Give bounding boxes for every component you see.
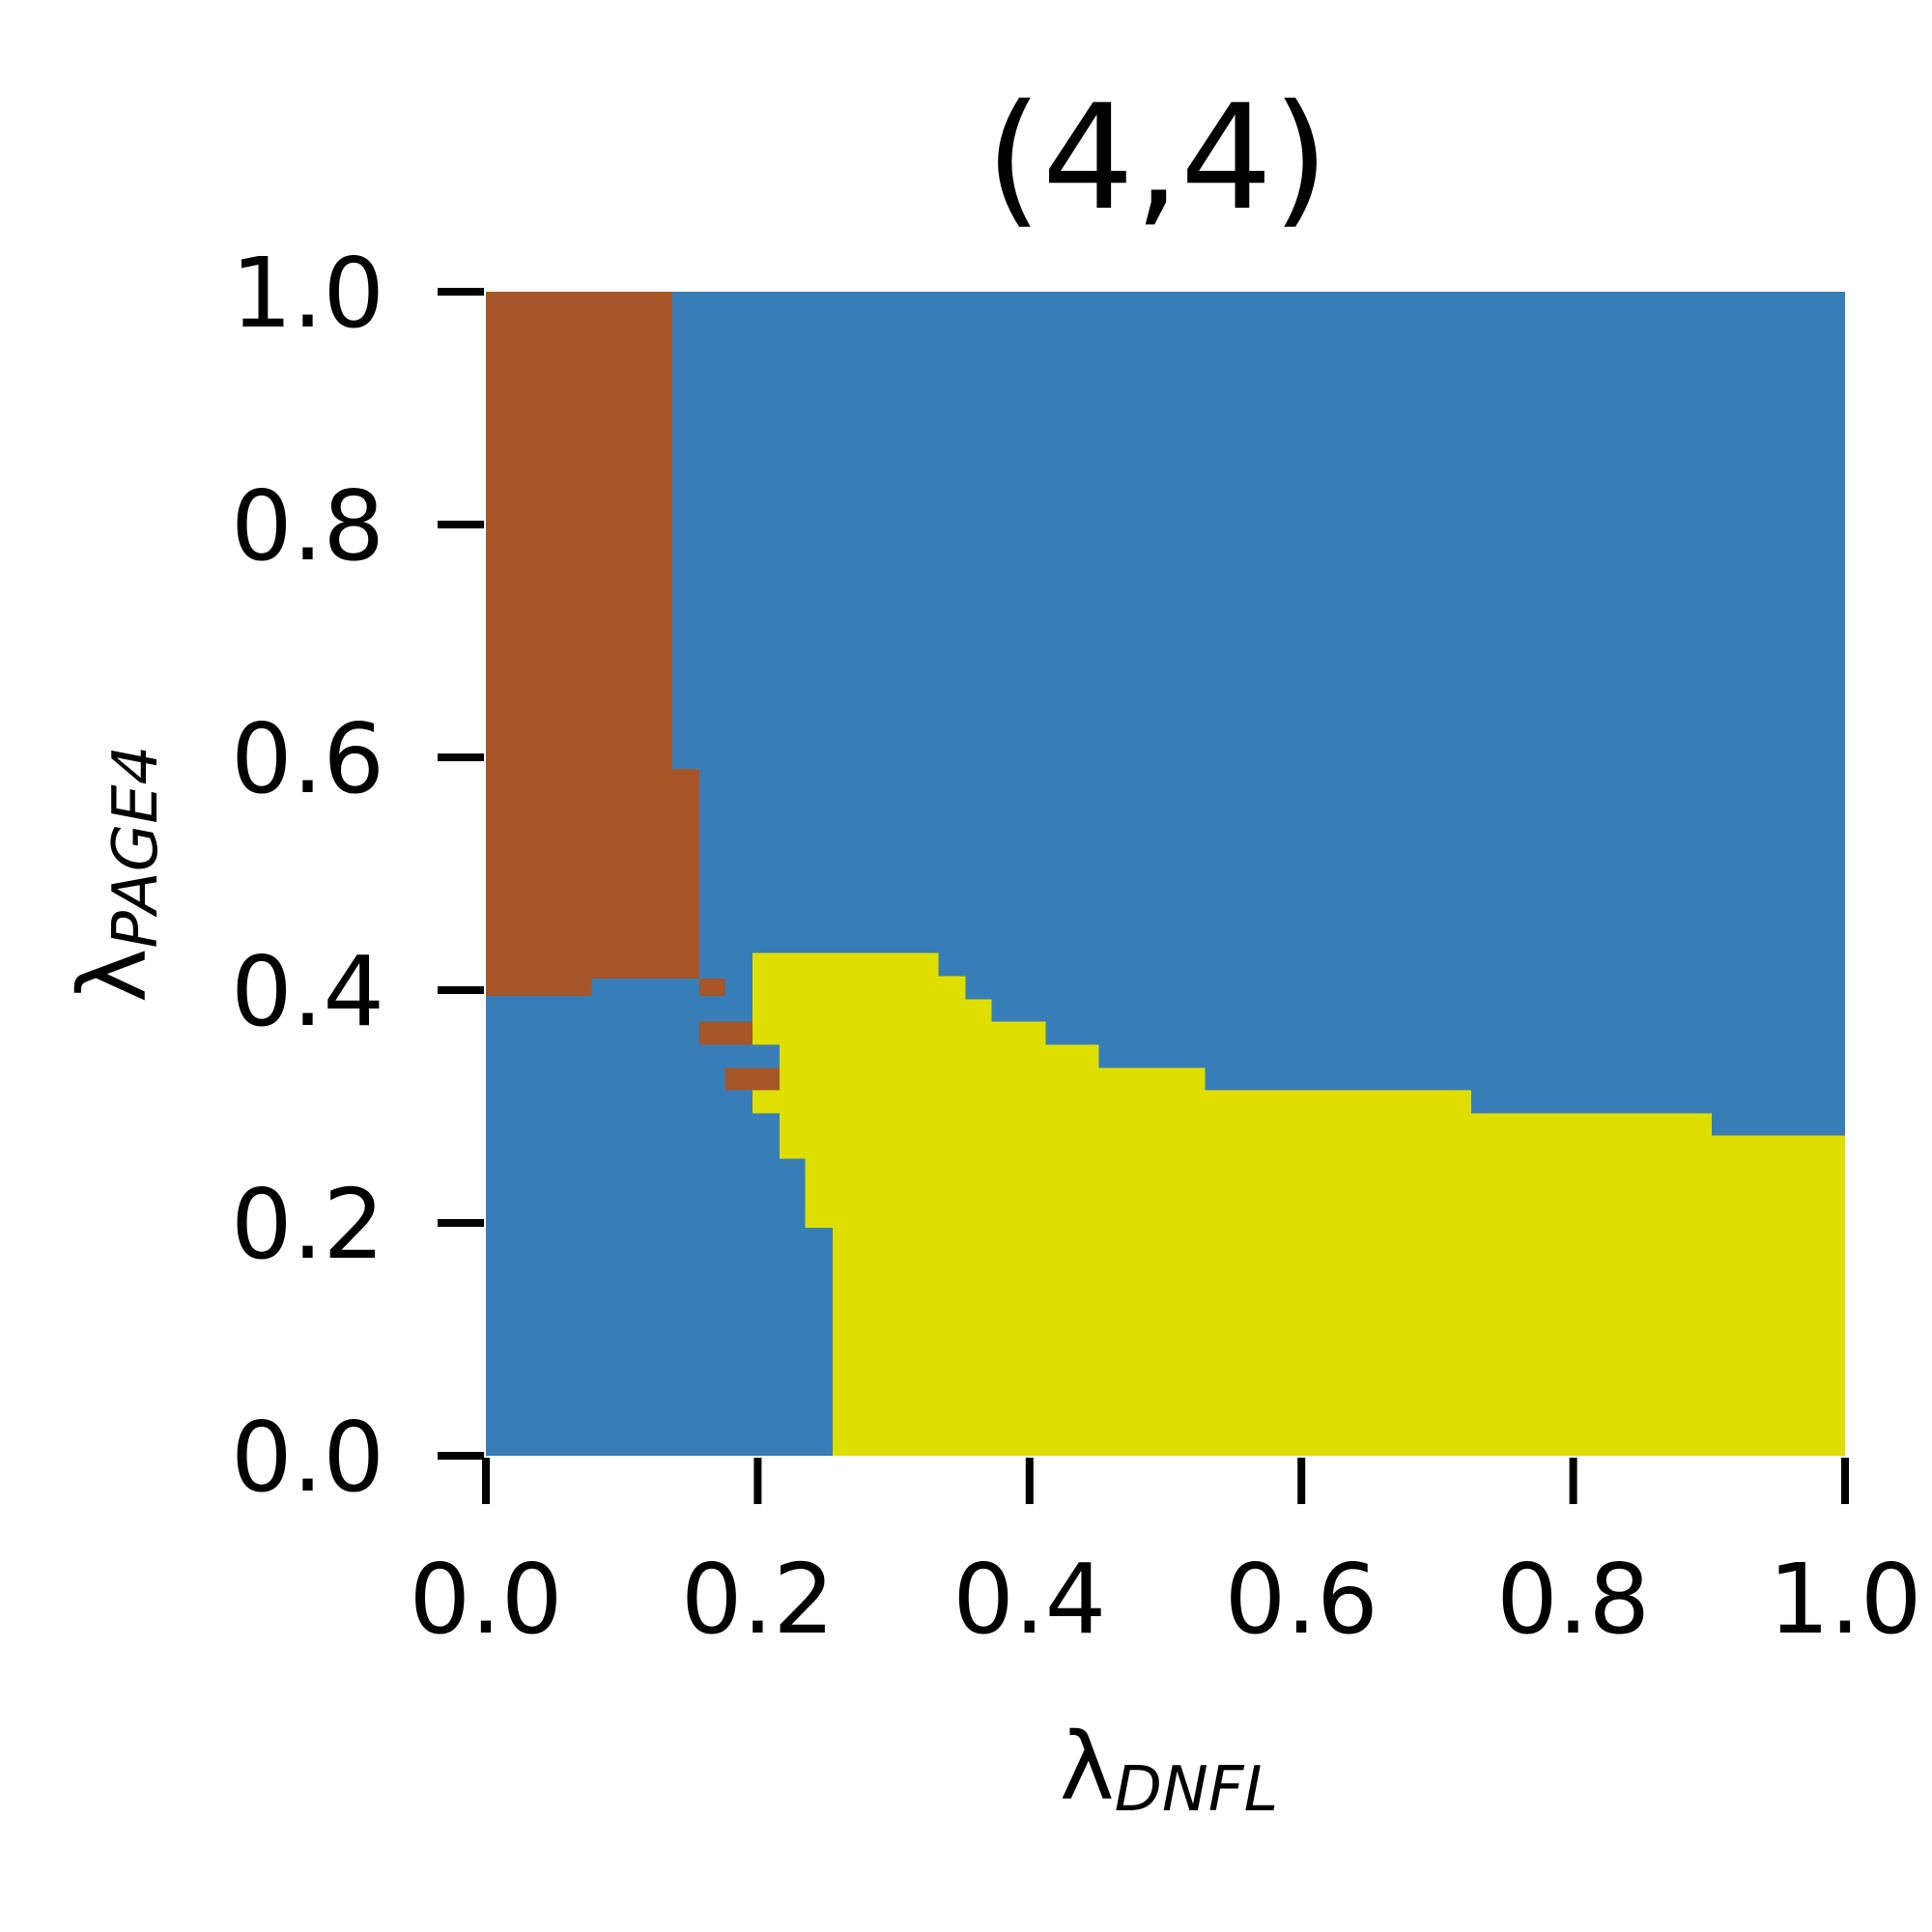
heatmap-cell-yellow-10 (779, 1044, 1099, 1068)
heatmap-cell-brown-2 (486, 978, 592, 997)
x-tick-label: 0.8 (1496, 1543, 1650, 1656)
heatmap-cell-yellow-8 (752, 999, 992, 1022)
heatmap-cell-brown-5 (724, 1067, 780, 1091)
y-tick-label: 0.6 (231, 702, 384, 815)
y-axis-label-subscript: PAGE4 (100, 746, 172, 949)
heatmap-cell-yellow-13 (779, 1113, 1713, 1136)
heatmap-cell-brown-3 (698, 978, 725, 997)
heatmap-cell-brown-0 (486, 292, 672, 770)
y-tick-label: 0.4 (231, 935, 384, 1048)
heatmap-cell-brown-4 (698, 1021, 753, 1045)
plot-area (486, 292, 1846, 1456)
heatmap-cell-yellow-15 (805, 1158, 1845, 1228)
x-tick-label: 0.2 (681, 1543, 835, 1656)
y-axis-label: λPAGE4 (59, 746, 172, 1004)
heatmap-cell-yellow-6 (752, 952, 939, 977)
heatmap-cell-yellow-11 (779, 1067, 1206, 1091)
x-tick-label: 0.0 (409, 1543, 562, 1656)
x-tick-label: 1.0 (1768, 1543, 1921, 1656)
x-axis-label-subscript: DNFL (1115, 1754, 1279, 1826)
y-tick-label: 0.0 (231, 1401, 384, 1514)
chart-title: (4,4) (985, 74, 1329, 242)
heatmap-cell-yellow-16 (832, 1227, 1846, 1456)
heatmap-cell-yellow-14 (779, 1135, 1845, 1159)
heatmap-cell-yellow-7 (752, 976, 966, 1000)
x-tick-label: 0.4 (952, 1543, 1106, 1656)
x-axis-label: λDNFL (1060, 1713, 1278, 1826)
y-tick-label: 0.8 (231, 469, 384, 582)
y-axis-label-symbol: λ (59, 949, 167, 1004)
heatmap-cell-yellow-9 (752, 1021, 1046, 1045)
x-axis-label-symbol: λ (1060, 1713, 1115, 1821)
y-tick-label: 1.0 (231, 237, 384, 350)
y-tick-label: 0.2 (231, 1168, 384, 1281)
x-tick-label: 0.6 (1225, 1543, 1378, 1656)
heatmap-cell-brown-1 (486, 769, 699, 979)
heatmap-cell-yellow-12 (752, 1090, 1472, 1114)
axes-ticks: 0.0 0.2 0.4 0.6 0.8 1.0 0.0 0.2 0.4 0.6 0.8 1.0 (231, 237, 1922, 1656)
